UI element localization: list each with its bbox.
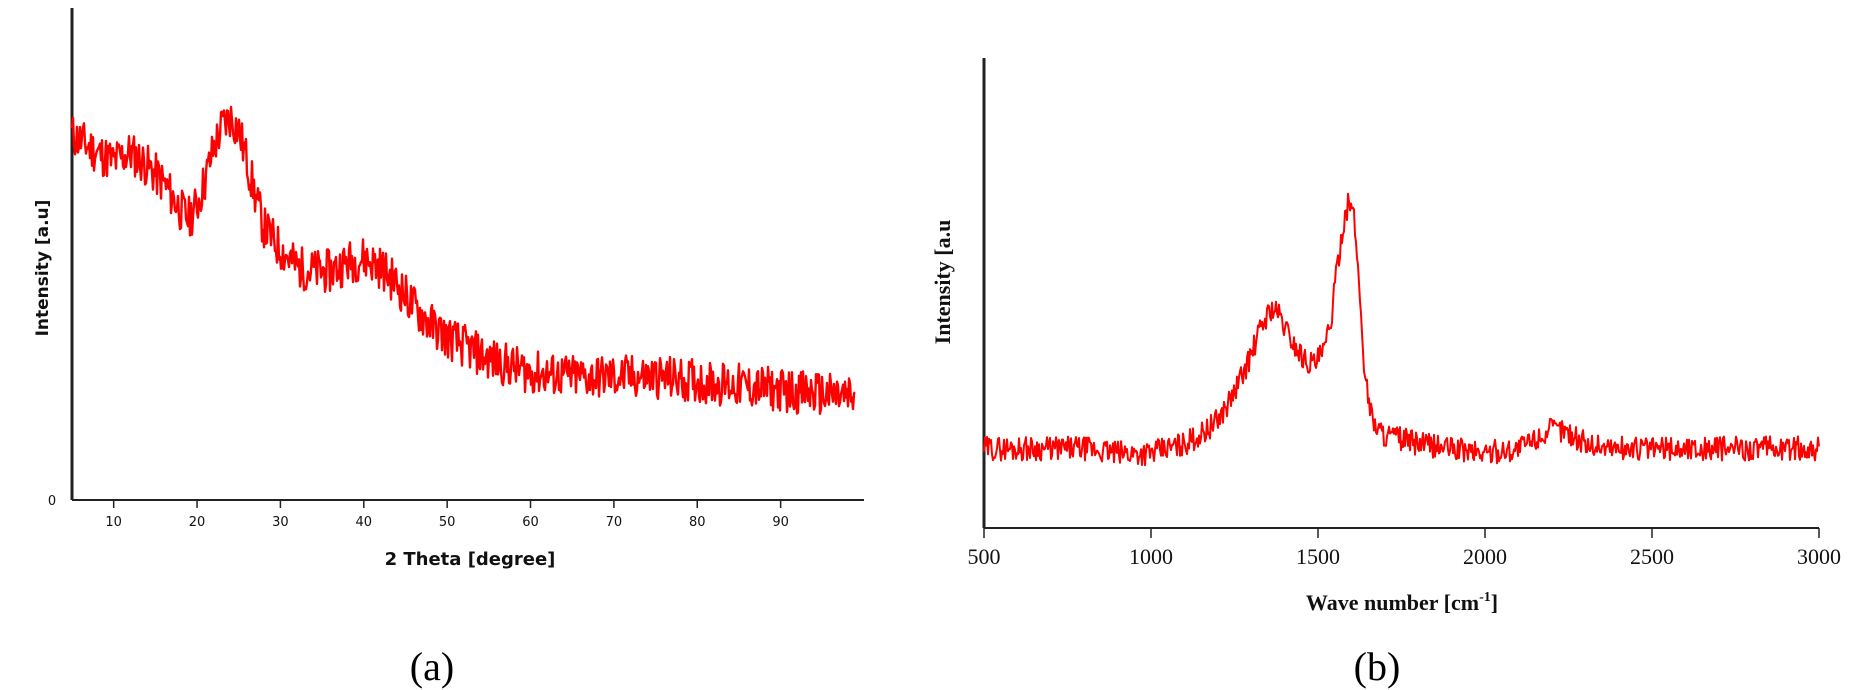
raman-y-axis-label: Intensity [a.u	[930, 220, 955, 345]
raman-x-axis-label: Wave number [cm-1]	[1306, 590, 1498, 615]
x-tick-label: 1000	[1129, 544, 1173, 569]
xrd-chart: 10 20 30 40 50 60 70 80 90 0 2 Theta [degree] In…	[33, 8, 864, 689]
raman-series-line	[983, 192, 1820, 467]
x-tick-label: 20	[189, 515, 206, 530]
xrd-y-axis-label: Intensity [a.u]	[33, 200, 53, 337]
x-tick-label: 50	[439, 515, 456, 530]
x-tick-label: 500	[968, 544, 1001, 569]
raman-x-label-sup: -1	[1479, 590, 1491, 605]
caption-b: (b)	[1354, 644, 1401, 689]
raman-x-label-end: ]	[1491, 590, 1498, 615]
xrd-y-zero-label: 0	[48, 494, 56, 509]
x-tick-label: 30	[272, 515, 289, 530]
xrd-x-ticks: 10 20 30 40 50 60 70 80 90	[105, 500, 789, 530]
x-tick-label: 80	[689, 515, 706, 530]
raman-x-ticks: 500 1000 1500 2000 2500 3000	[968, 528, 1841, 569]
xrd-x-axis-label: 2 Theta [degree]	[385, 549, 556, 570]
x-tick-label: 40	[356, 515, 373, 530]
x-tick-label: 1500	[1296, 544, 1340, 569]
x-tick-label: 60	[522, 515, 539, 530]
x-tick-label: 10	[105, 515, 122, 530]
raman-x-label-main: Wave number [cm	[1306, 590, 1479, 615]
x-tick-label: 2500	[1630, 544, 1674, 569]
x-tick-label: 2000	[1463, 544, 1507, 569]
x-tick-label: 3000	[1797, 544, 1841, 569]
x-tick-label: 70	[606, 515, 623, 530]
xrd-series-line	[70, 105, 856, 415]
x-tick-label: 90	[772, 515, 789, 530]
raman-chart: 500 1000 1500 2000 2500 3000 Wave number [cm-…	[930, 58, 1841, 689]
caption-a: (a)	[410, 644, 454, 689]
